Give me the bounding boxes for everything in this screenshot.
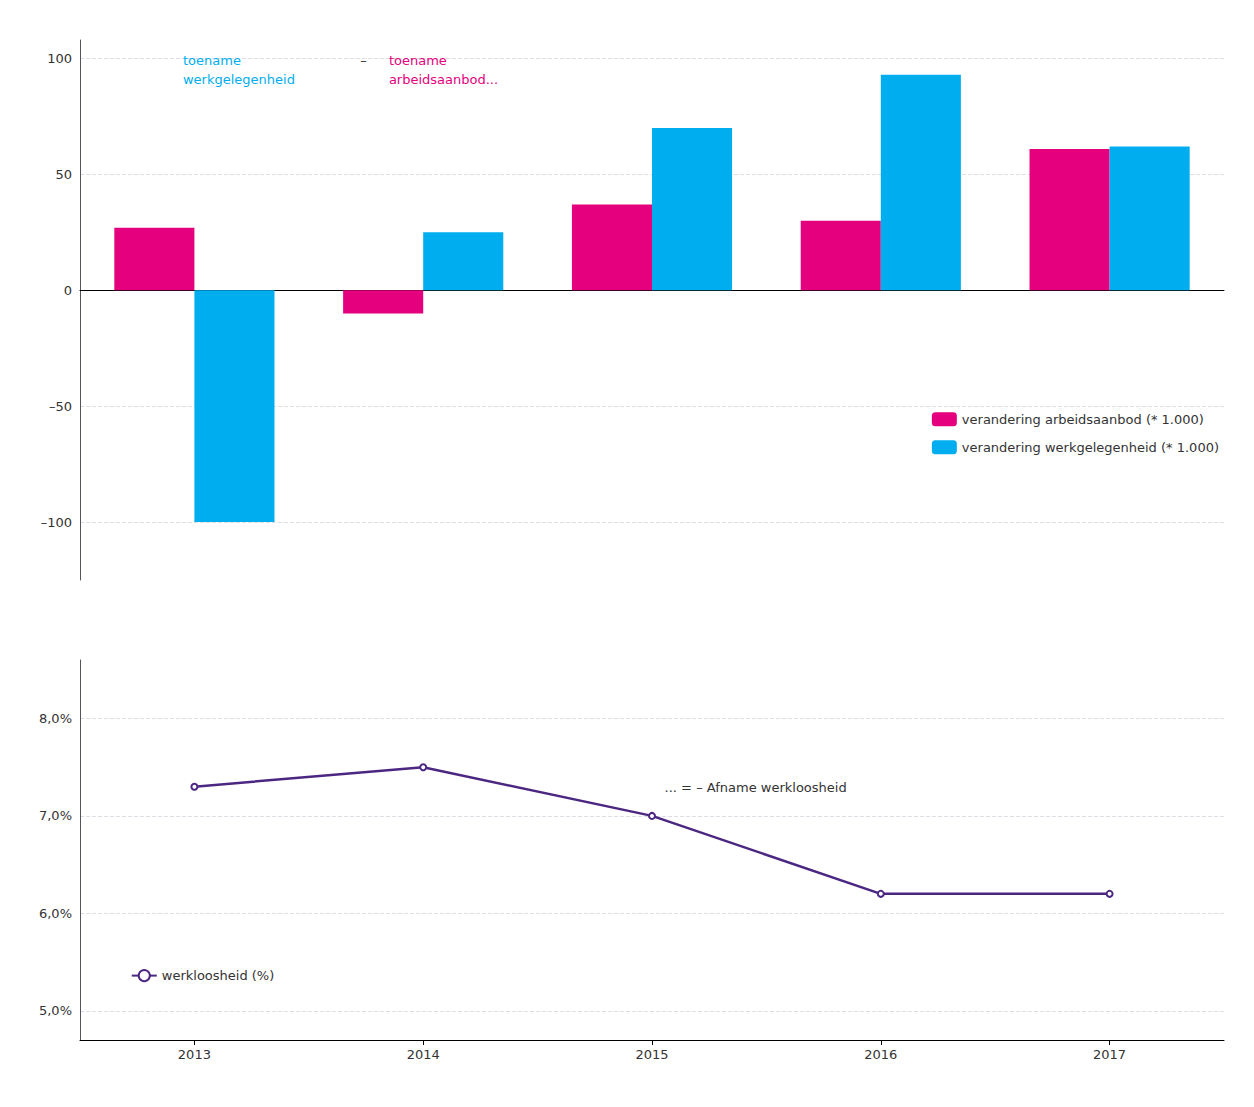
svg-text:werkgelegenheid: werkgelegenheid [183, 72, 295, 87]
svg-text:–: – [360, 53, 367, 68]
svg-text:2016: 2016 [864, 1047, 897, 1062]
svg-text:–100: –100 [41, 515, 72, 530]
svg-text:2013: 2013 [178, 1047, 211, 1062]
svg-text:0: 0 [64, 283, 72, 298]
svg-text:toename: toename [389, 53, 447, 68]
svg-text:arbeidsaanbod...: arbeidsaanbod... [389, 72, 498, 87]
svg-text:7,0%: 7,0% [39, 808, 72, 823]
svg-text:100: 100 [47, 51, 72, 66]
svg-text:6,0%: 6,0% [39, 906, 72, 921]
svg-text:50: 50 [55, 167, 72, 182]
svg-text:2015: 2015 [635, 1047, 668, 1062]
svg-text:2017: 2017 [1093, 1047, 1126, 1062]
svg-text:8,0%: 8,0% [39, 711, 72, 726]
svg-text:–50: –50 [49, 399, 72, 414]
svg-text:toename: toename [183, 53, 241, 68]
svg-text:5,0%: 5,0% [39, 1003, 72, 1018]
svg-text:2014: 2014 [407, 1047, 440, 1062]
svg-text:verandering arbeidsaanbod (* 1: verandering arbeidsaanbod (* 1.000) [962, 412, 1204, 427]
svg-text:verandering werkgelegenheid (*: verandering werkgelegenheid (* 1.000) [962, 440, 1219, 455]
svg-text:werkloosheid (%): werkloosheid (%) [162, 968, 275, 983]
svg-text:... = – Afname werkloosheid: ... = – Afname werkloosheid [665, 780, 847, 795]
